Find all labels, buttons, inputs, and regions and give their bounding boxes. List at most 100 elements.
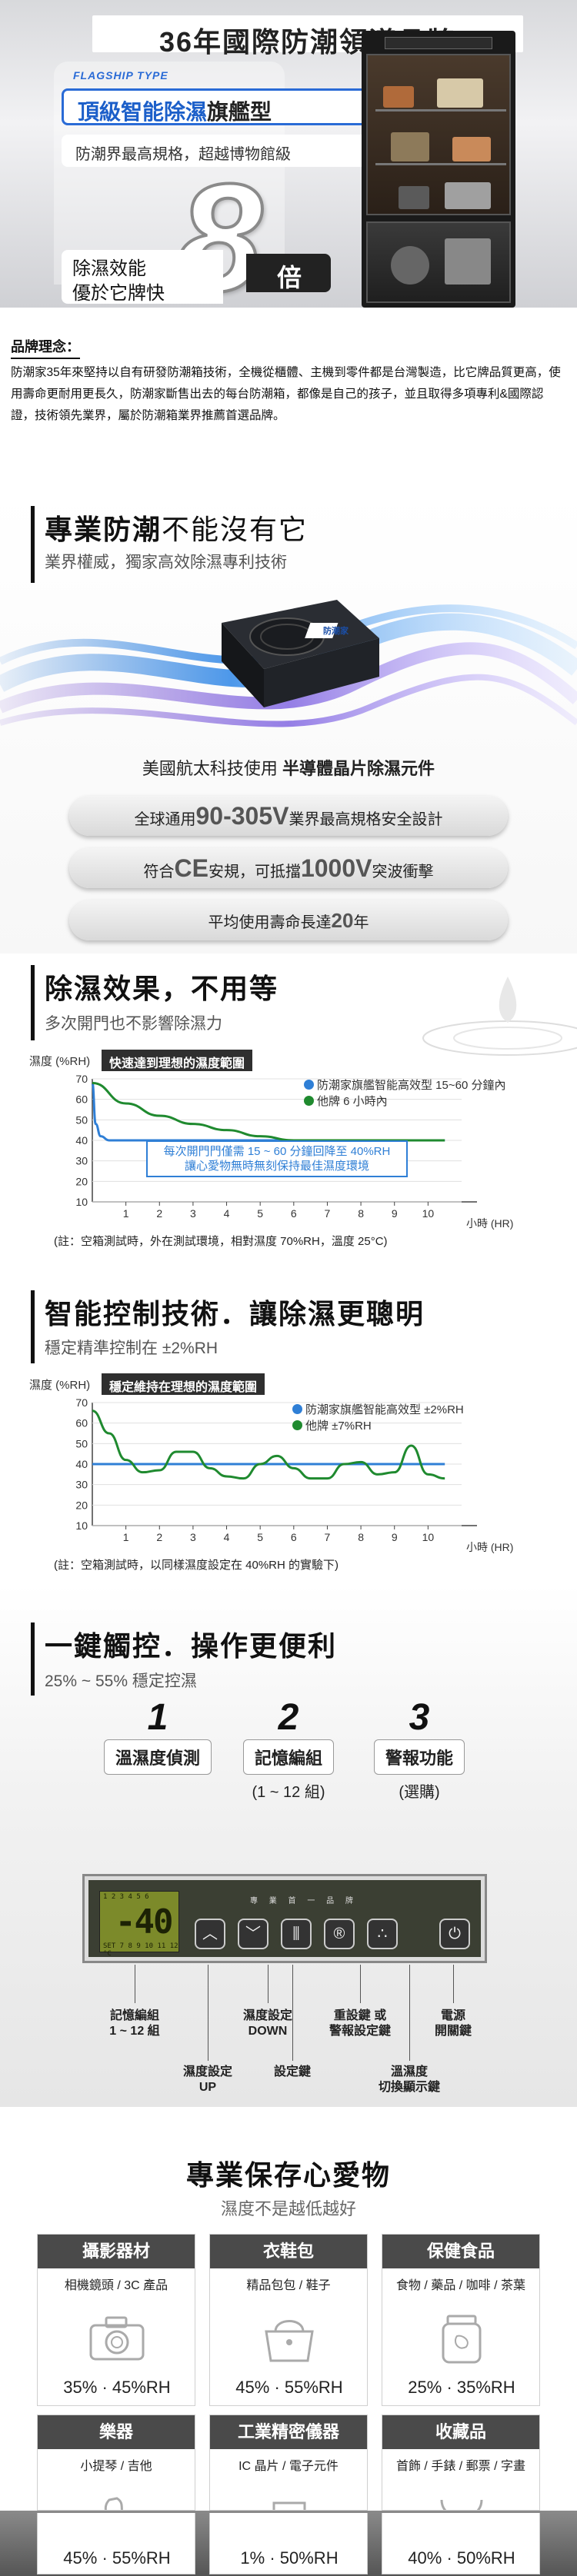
x-tick-label: 2 [156, 1531, 162, 1543]
title-bold: 專業防潮 [45, 514, 162, 545]
callout-line2: 讓心愛物無時無刻保持最佳濕度環境 [184, 1160, 369, 1173]
spec-ce-post: 突波衝擊 [372, 864, 434, 880]
humidity-up-button[interactable]: ︿ [195, 1919, 225, 1949]
card-heading: 攝影器材 [38, 2235, 195, 2268]
chip-icon [272, 2501, 306, 2510]
efficiency-line1: 除濕效能 [72, 258, 146, 279]
y-tick-label: 30 [75, 1155, 88, 1167]
spec-ce-pre: 符合 [143, 864, 175, 880]
x-tick-label: 3 [190, 1207, 196, 1220]
hero-banner: 36年國際防潮領導品牌 FLAGSHIP TYPE 頂級智能除濕旗艦型 防潮界最… [0, 0, 577, 308]
callout-memory-l1: 記憶編組 [109, 2009, 159, 2022]
legend-blue-text: 防潮家旗艦智能高效型 ±2%RH [305, 1403, 464, 1416]
set-button[interactable]: ⫼ [281, 1919, 312, 1949]
section-title: 除濕效果，不用等 [45, 973, 279, 1004]
spec-pill-ce: 符合 CE 安規，可抵擋 1000V 突波衝擊 [69, 848, 508, 888]
section-subtitle: 多次開門也不影響除濕力 [45, 1015, 222, 1033]
card-heading: 保健食品 [382, 2235, 539, 2268]
section-dehumidify-effect: 除濕效果，不用等 多次開門也不影響除濕力 濕度 (%RH) 快速達到理想的濕度範… [0, 965, 577, 1273]
lcd-digits: -40 [115, 1902, 173, 1942]
x-tick-label: 9 [392, 1531, 398, 1543]
x-tick-label: 10 [422, 1531, 435, 1543]
spec-voltage-value: 90-305V [195, 802, 289, 830]
title-bar-accent [31, 506, 35, 583]
section-title: 專業防潮不能沒有它 [45, 508, 308, 547]
times-badge: 倍 [246, 254, 331, 292]
legend-green-text: 他牌 ±7%RH [305, 1419, 372, 1433]
card-range: 25% · 35%RH [408, 2378, 515, 2397]
spec-life-value: 20 [331, 909, 354, 932]
humidity-down-button[interactable]: ﹀ [238, 1919, 268, 1949]
chart-note: (註：空箱測試時，以同樣濕度設定在 40%RH 的實驗下) [54, 1559, 339, 1572]
x-tick-label: 7 [325, 1531, 331, 1543]
callout-down-l1: 濕度設定 [242, 2009, 292, 2022]
water-drop-decoration [422, 977, 577, 1056]
spec-surge-value: 1000V [300, 854, 372, 882]
feature-3: 3 警報功能 (選購) [354, 1699, 485, 1802]
feature-number: 2 [278, 1697, 299, 1738]
callout-power-l2: 開關鍵 [434, 2025, 472, 2038]
spec-pill-lifetime: 平均使用壽命長達 20 年 [69, 900, 508, 940]
card-description: 精品包包 / 鞋子 [246, 2279, 331, 2292]
card-range: 40% · 50%RH [408, 2548, 515, 2568]
x-tick-label: 6 [291, 1531, 297, 1543]
lcd-display: 1 2 3 4 5 6 -40 SET 7 8 9 10 11 12 °C [99, 1891, 179, 1958]
headline-strong: 頂級智能除濕 [78, 100, 208, 124]
legend-blue-swatch [292, 1404, 302, 1414]
display-toggle-button[interactable]: ∴ [367, 1919, 398, 1949]
legend-blue: 防潮家旗艦智能高效型 ±2%RH [292, 1401, 464, 1417]
chart-header: 快速達到理想的濕度範圍 [102, 1050, 253, 1071]
storage-card: 收藏品 首飾 / 手錶 / 郵票 / 字畫 [382, 2415, 540, 2511]
feature-label: 警報功能 [373, 1739, 465, 1775]
brand-philosophy: 品牌理念： 防潮家35年來堅持以自有研發防潮箱技術，全機從櫃體、主機到零件都是台… [0, 327, 577, 488]
tagline-pre: 美國航太科技使用 [142, 759, 283, 778]
tagline-strong: 半導體晶片除濕元件 [282, 759, 435, 778]
spec-ce-value: CE [174, 854, 208, 882]
callout-down-l2: DOWN [248, 2025, 288, 2038]
leader-line [360, 1965, 361, 2003]
card-range: 35% · 45%RH [63, 2378, 171, 2397]
card-description: 首飾 / 手錶 / 郵票 / 字畫 [395, 2460, 525, 2473]
card-heading: 收藏品 [382, 2415, 539, 2449]
reset-alarm-button[interactable]: ® [324, 1919, 355, 1949]
times-label: 倍 [277, 264, 302, 291]
spec-voltage-post: 業界最高規格安全設計 [288, 811, 443, 828]
card-heading: 衣鞋包 [210, 2235, 367, 2268]
y-tick-label: 60 [75, 1417, 88, 1429]
hero-subline: 防潮界最高規格，超越博物館級 [62, 135, 385, 167]
camera-icon [89, 2316, 145, 2361]
handbag-icon [265, 2320, 314, 2362]
cabinet-control-panel [385, 37, 492, 49]
section-smart-control: 智能控制技術．讓除濕更聰明 穩定精準控制在 ±2%RH 濕度 (%RH) 穩定維… [0, 1276, 577, 1584]
feature-label: 溫濕度偵測 [103, 1739, 212, 1775]
hero-headline: 頂級智能除濕旗艦型 [62, 88, 385, 125]
section-one-touch: 一鍵觸控．操作更便利 25% ~ 55% 穩定控濕 1 溫濕度偵測 2 記憶編組… [0, 1584, 577, 2107]
y-tick-label: 70 [75, 1073, 88, 1085]
leader-line [409, 1965, 410, 2061]
philosophy-body: 防潮家35年來堅持以自有研發防潮箱技術，全機從櫃體、主機到零件都是台灣製造，比它… [11, 366, 561, 422]
power-button[interactable]: ⏻ [439, 1919, 470, 1949]
card-footer: 40% · 50%RH [382, 2513, 540, 2574]
y-tick-label: 70 [75, 1396, 88, 1409]
callout-line1: 每次開門門僅需 15 ~ 60 分鐘回降至 40%RH [163, 1145, 391, 1158]
callout-up-l1: 濕度設定 [182, 2065, 232, 2078]
dehumidifier-module-icon [222, 600, 379, 707]
feature-sub: (1 ~ 12 組) [252, 1784, 325, 1801]
card-description: 相機鏡頭 / 3C 產品 [64, 2279, 168, 2292]
callout-memory: 記憶編組 1 ~ 12 組 [104, 2009, 165, 2039]
card-description: IC 晶片 / 電子元件 [238, 2460, 339, 2473]
panel-caption: 專 業 首 一 品 牌 [250, 1897, 358, 1905]
callout-reset-l1: 重設鍵 或 [333, 2009, 387, 2022]
feature-label: 記憶編組 [242, 1739, 334, 1775]
section-professional: 專業防潮不能沒有它 業界權威，獨家高效除濕專利技術 防潮家 美國航太科技使用 半… [0, 492, 577, 954]
legend-blue-swatch [304, 1080, 314, 1090]
storage-card: 工業精密儀器 IC 晶片 / 電子元件 [209, 2415, 368, 2511]
y-tick-label: 50 [75, 1113, 88, 1126]
section-storage: 專業保存心愛物 濕度不是越低越好 攝影器材 相機鏡頭 / 3C 產品 35% ·… [0, 2107, 577, 2576]
title-lite: 不能沒有它 [162, 514, 309, 545]
x-tick-label: 5 [257, 1531, 263, 1543]
cabinet-lower-door [366, 221, 511, 303]
leader-line [292, 1965, 293, 2061]
spec-ce-mid: 安規，可抵擋 [208, 864, 301, 880]
x-tick-label: 8 [358, 1531, 364, 1543]
